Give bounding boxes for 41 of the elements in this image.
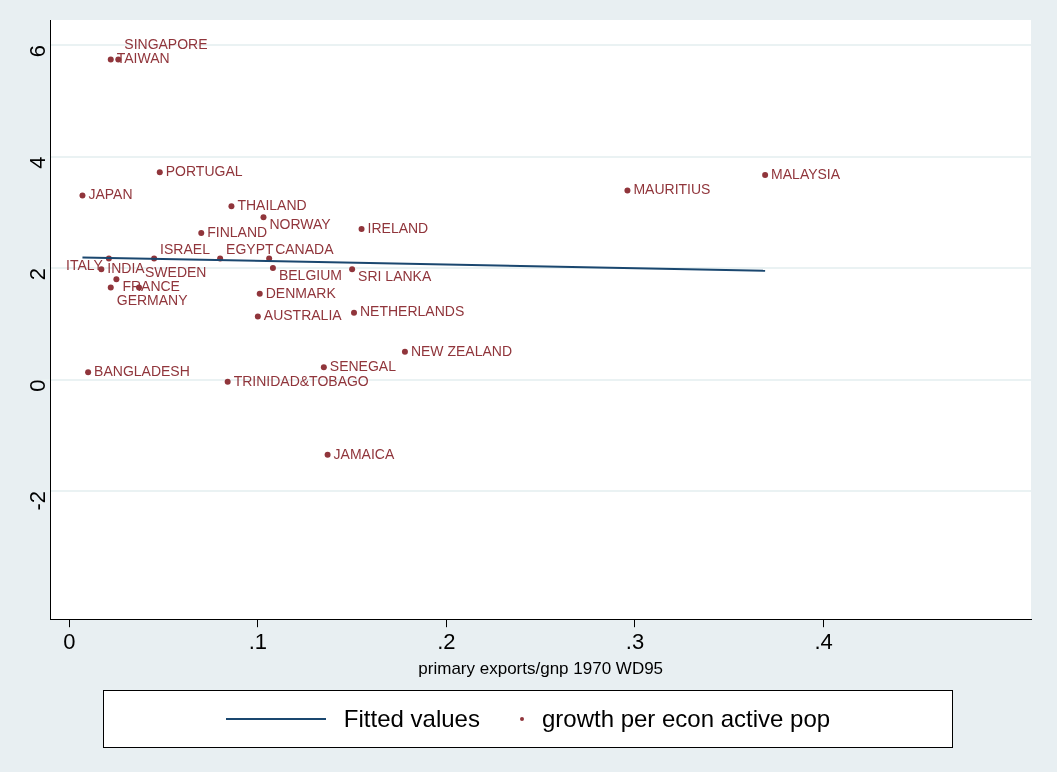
data-label: SRI LANKA — [358, 268, 432, 285]
x-tick-label: .1 — [248, 629, 268, 655]
data-label: SWEDEN — [145, 264, 207, 281]
data-label: GERMANY — [116, 292, 189, 309]
data-label: NETHERLANDS — [360, 303, 465, 320]
data-label: JAMAICA — [333, 445, 395, 462]
x-axis-title: primary exports/gnp 1970 WD95 — [418, 659, 664, 679]
y-tick-label: 4 — [25, 156, 51, 169]
data-label: TAIWAN — [116, 50, 170, 67]
x-tick-label: 0 — [63, 629, 76, 655]
data-label: DENMARK — [265, 284, 337, 301]
data-label: FINLAND — [207, 223, 268, 240]
data-label: CANADA — [275, 241, 335, 258]
data-label: EGYPT — [226, 241, 275, 258]
y-tick-label: 2 — [25, 268, 51, 281]
x-tick-label: .4 — [814, 629, 833, 655]
data-label: INDIA — [107, 260, 146, 277]
data-label: AUSTRALIA — [263, 307, 343, 324]
data-label: ITALY — [66, 257, 104, 274]
data-label: JAPAN — [88, 186, 133, 203]
data-label: SINGAPORE — [124, 36, 208, 53]
data-label: SENEGAL — [329, 358, 397, 375]
data-label: MAURITIUS — [633, 181, 711, 198]
data-label: TRINIDAD&TOBAGO — [233, 372, 369, 389]
data-label: NORWAY — [269, 216, 332, 233]
data-label: IRELAND — [367, 219, 429, 236]
x-tick-label: .2 — [437, 629, 456, 655]
data-label: PORTUGAL — [165, 163, 243, 180]
x-tick-label: .3 — [625, 629, 645, 655]
data-label: ISRAEL — [160, 241, 211, 258]
y-tick-label: 6 — [25, 45, 51, 58]
data-label: MALAYSIA — [771, 165, 841, 182]
legend-label: Fitted values — [343, 705, 480, 733]
data-label: THAILAND — [237, 197, 307, 214]
data-label: BELGIUM — [278, 266, 342, 283]
y-tick-label: -2 — [25, 491, 51, 511]
legend-label: growth per econ active pop — [541, 705, 831, 733]
data-label: NEW ZEALAND — [410, 342, 513, 359]
data-label: FRANCE — [122, 278, 180, 295]
data-label: BANGLADESH — [94, 363, 190, 380]
y-tick-label: 0 — [25, 379, 51, 392]
